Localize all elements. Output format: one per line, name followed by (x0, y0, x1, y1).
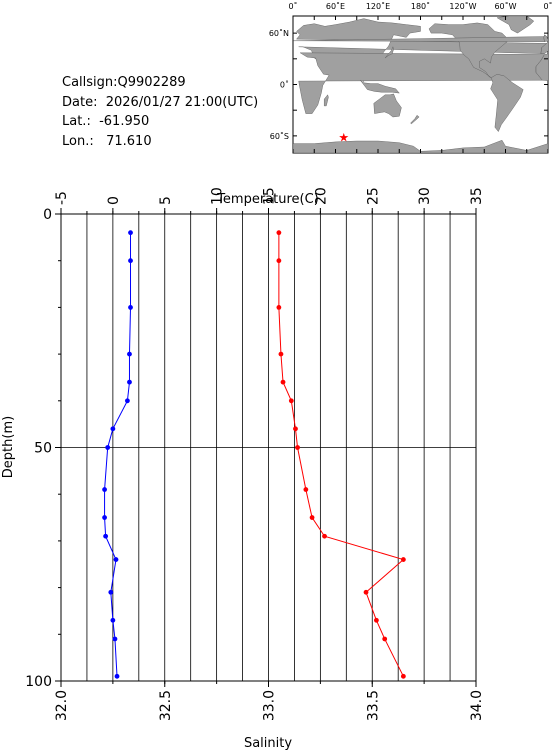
temperature-data-point (127, 379, 132, 385)
map-latitude-label: 60˚N (269, 28, 289, 38)
map-longitude-label: 60˚W (494, 1, 516, 11)
map-longitude-label: 120˚E (366, 1, 390, 11)
depth-tick-label: 50 (34, 441, 52, 457)
africa-land (298, 52, 545, 114)
newzealand-land (410, 115, 420, 125)
salinity-tick-label: 34.0 (469, 690, 485, 721)
temperature-data-point (102, 515, 107, 520)
indonesia-land (360, 80, 400, 94)
temperature-tick-label: 15 (262, 187, 278, 205)
antarctica-west-land (420, 139, 548, 153)
map-latitude-label: 0˚ (280, 80, 289, 90)
chart-grid (61, 214, 476, 681)
map-longitude-label: 0˚ (288, 1, 297, 11)
salinity-data-point (276, 258, 282, 264)
map-latitude-label: 60˚S (270, 131, 289, 141)
latitude-label: Lat.: -61.950 (62, 114, 150, 129)
salinity-profile-line (278, 232, 405, 677)
temperature-axis-label: Temperature(C) (216, 192, 319, 207)
temperature-tick-label: 25 (365, 187, 381, 205)
map-longitude-label: 120˚W (449, 1, 476, 11)
salinity-axis: 32.0 32.5 33.0 33.5 34.0 (54, 681, 485, 721)
australia-land (373, 93, 402, 118)
temperature-data-point (108, 589, 114, 595)
salinity-data-point (276, 230, 282, 236)
africa-land-wrap (535, 53, 548, 81)
temperature-data-point (128, 305, 133, 310)
map-longitude-label: 180˚ (411, 1, 430, 11)
map-landmass (293, 16, 548, 153)
temperature-tick-label: 35 (469, 187, 485, 205)
antarctica-land (293, 140, 421, 153)
salinity-data-point (309, 515, 315, 520)
station-marker: ★ (338, 131, 349, 145)
temperature-data-point (112, 636, 118, 642)
eurasia-land-wrap (540, 41, 548, 54)
temperature-data-point (113, 557, 119, 562)
temperature-data-point (103, 533, 109, 539)
madagascar-land (324, 94, 329, 107)
japan-land (384, 46, 394, 59)
map-longitude-label: 0˚ (543, 1, 552, 11)
temperature-data-point (110, 426, 116, 432)
location-map: 0˚ 60˚E 120˚E 180˚ 120˚W 60˚W 0˚ 60˚N 0˚ 60˚S ★ (269, 1, 553, 154)
greatbritain-land-wrap (543, 34, 548, 42)
depth-tick-label: 0 (43, 207, 52, 223)
salinity-tick-label: 33.5 (365, 690, 381, 721)
temperature-data-point (125, 398, 130, 404)
temperature-tick-label: 20 (313, 187, 329, 205)
temperature-tick-label: 5 (158, 196, 174, 205)
salinity-data-point (382, 636, 388, 642)
temperature-data-point (102, 487, 107, 492)
salinity-data-point (303, 487, 309, 492)
salinity-data-point (276, 305, 282, 310)
salinity-axis-label: Salinity (244, 736, 292, 751)
temperature-data-point (114, 673, 120, 679)
temperature-data-point (105, 445, 111, 450)
north-america-land (428, 22, 510, 78)
salinity-data-point (374, 617, 379, 623)
temperature-tick-label: 0 (106, 196, 122, 205)
greenland-land (496, 16, 535, 34)
salinity-data-point (293, 426, 298, 432)
station-info: Callsign:Q9902289 Date: 2026/01/27 21:00… (62, 73, 258, 151)
salinity-data-point (400, 673, 406, 679)
longitude-label: Lon.: 71.610 (62, 133, 152, 149)
salinity-data-point (280, 379, 286, 385)
date-label: Date: 2026/01/27 21:00(UTC) (62, 94, 259, 110)
salinity-tick-label: 32.5 (158, 690, 174, 721)
temperature-data-point (128, 230, 133, 236)
depth-axis-label: Depth(m) (1, 416, 16, 478)
south-america-land (490, 73, 524, 132)
temperature-data-point (128, 258, 133, 264)
temperature-tick-label: 30 (417, 187, 433, 205)
temperature-axis: -5 0 5 10 15 20 25 30 35 (54, 187, 485, 214)
temperature-tick-label: 10 (210, 187, 226, 205)
map-frame-ticks (292, 16, 549, 153)
temperature-profile-line (104, 232, 132, 677)
map-labels: 0˚ 60˚E 120˚E 180˚ 120˚W 60˚W 0˚ 60˚N 0˚ 60˚S (269, 1, 553, 141)
salinity-data-point (400, 557, 406, 562)
depth-axis: 0 50 100 (25, 207, 61, 690)
callsign-label: Callsign:Q9902289 (62, 75, 186, 90)
temperature-data-point (127, 351, 132, 357)
salinity-data-point (322, 533, 327, 539)
salinity-data-point (288, 398, 294, 404)
salinity-tick-label: 32.0 (54, 690, 70, 721)
salinity-tick-label: 33.0 (262, 690, 278, 721)
salinity-data-point (295, 445, 300, 450)
salinity-data-point (278, 351, 284, 357)
map-longitude-label: 60˚E (326, 1, 345, 11)
temperature-data-point (110, 617, 116, 623)
chart-series (102, 230, 406, 679)
depth-tick-label: 100 (25, 674, 52, 690)
salinity-data-point (363, 589, 369, 595)
temperature-tick-label: -5 (54, 191, 70, 205)
